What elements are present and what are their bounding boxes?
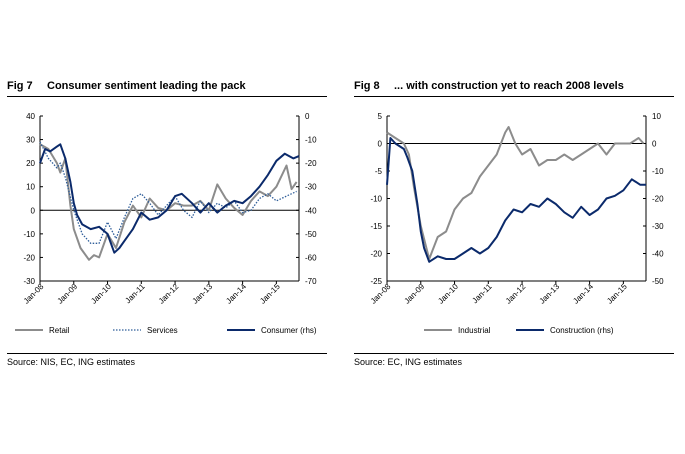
figure-title: Fig 8 ... with construction yet to reach … — [354, 80, 674, 92]
y-tick-label-left: 20 — [26, 159, 35, 168]
legend-label: Industrial — [458, 326, 491, 335]
y-tick-label-left: 10 — [26, 183, 35, 192]
y-tick-label-left: -15 — [370, 222, 382, 231]
source-divider — [7, 353, 327, 354]
figure-number: Fig 8 — [354, 80, 380, 92]
y-tick-label-right: -10 — [652, 167, 664, 176]
x-tick-label: Jan-14 — [571, 282, 595, 306]
figure-title: Fig 7 Consumer sentiment leading the pack — [7, 80, 327, 92]
y-tick-label-left: -10 — [23, 230, 35, 239]
y-tick-label-right: -70 — [305, 277, 317, 286]
y-tick-label-right: -50 — [305, 230, 317, 239]
legend-label: Consumer (rhs) — [261, 326, 317, 335]
legend-label: Construction (rhs) — [550, 326, 614, 335]
y-tick-label-left: 0 — [31, 206, 36, 215]
x-tick-label: Jan-12 — [504, 282, 528, 306]
y-tick-label-left: 5 — [378, 112, 383, 121]
legend-label: Services — [147, 326, 178, 335]
y-tick-label-right: -10 — [305, 136, 317, 145]
x-tick-label: Jan-15 — [605, 282, 629, 306]
x-tick-label: Jan-13 — [191, 282, 215, 306]
figure-7-panel: Fig 7 Consumer sentiment leading the pack… — [7, 0, 337, 454]
x-tick-label: Jan-12 — [157, 282, 181, 306]
series-line-retail — [39, 143, 298, 261]
figure-title-text: Consumer sentiment leading the pack — [47, 80, 246, 92]
y-tick-label-left: -25 — [370, 277, 382, 286]
x-tick-label: Jan-13 — [538, 282, 562, 306]
series-line-industrial — [386, 126, 645, 260]
y-tick-label-left: 0 — [378, 140, 383, 149]
x-tick-label: Jan-10 — [89, 282, 113, 306]
y-tick-label-right: -20 — [305, 159, 317, 168]
title-divider — [354, 96, 674, 97]
figure-8-panel: Fig 8 ... with construction yet to reach … — [354, 0, 684, 454]
source-divider — [354, 353, 674, 354]
y-tick-label-left: -20 — [23, 253, 35, 262]
x-tick-label: Jan-10 — [436, 282, 460, 306]
x-tick-label: Jan-09 — [56, 282, 80, 306]
y-tick-label-left: -10 — [370, 195, 382, 204]
series-line-construction-rhs — [386, 137, 646, 263]
chart-construction: 50-5-10-15-20-25100-10-20-30-40-50Jan-08… — [369, 112, 664, 335]
chart-consumer-sentiment: 40 30 20 10 0 -10 -20 -30 0 -10 -20 -30 -40 -50 -60 -70… — [15, 112, 317, 335]
y-tick-label-left: -20 — [370, 250, 382, 259]
series-line-services — [39, 141, 297, 244]
y-tick-label-right: -40 — [652, 250, 664, 259]
title-divider — [7, 96, 327, 97]
y-tick-label-left: -5 — [375, 167, 383, 176]
y-tick-label-right: -60 — [305, 253, 317, 262]
y-tick-label-right: -50 — [652, 277, 664, 286]
x-tick-label: Jan-11 — [123, 282, 147, 306]
y-tick-label-right: 10 — [652, 112, 661, 121]
y-tick-label-right: 0 — [305, 112, 310, 121]
y-tick-label-left: -30 — [23, 277, 35, 286]
legend-label: Retail — [49, 326, 70, 335]
y-tick-label-right: -30 — [652, 222, 664, 231]
y-tick-label-right: -30 — [305, 183, 317, 192]
y-tick-label-left: 40 — [26, 112, 35, 121]
series-line-consumer-rhs — [39, 143, 300, 254]
y-tick-label-right: 0 — [652, 140, 657, 149]
x-tick-label: Jan-14 — [224, 282, 248, 306]
y-tick-label-left: 30 — [26, 136, 35, 145]
figure-number: Fig 7 — [7, 80, 33, 92]
x-tick-label: Jan-15 — [258, 282, 282, 306]
x-tick-label: Jan-09 — [403, 282, 427, 306]
figure-title-text: ... with construction yet to reach 2008 … — [394, 80, 624, 92]
y-tick-label-right: -40 — [305, 206, 317, 215]
source-note: Source: NIS, EC, ING estimates — [7, 357, 136, 367]
y-tick-label-right: -20 — [652, 195, 664, 204]
source-note: Source: EC, ING estimates — [354, 357, 463, 367]
x-tick-label: Jan-11 — [470, 282, 494, 306]
